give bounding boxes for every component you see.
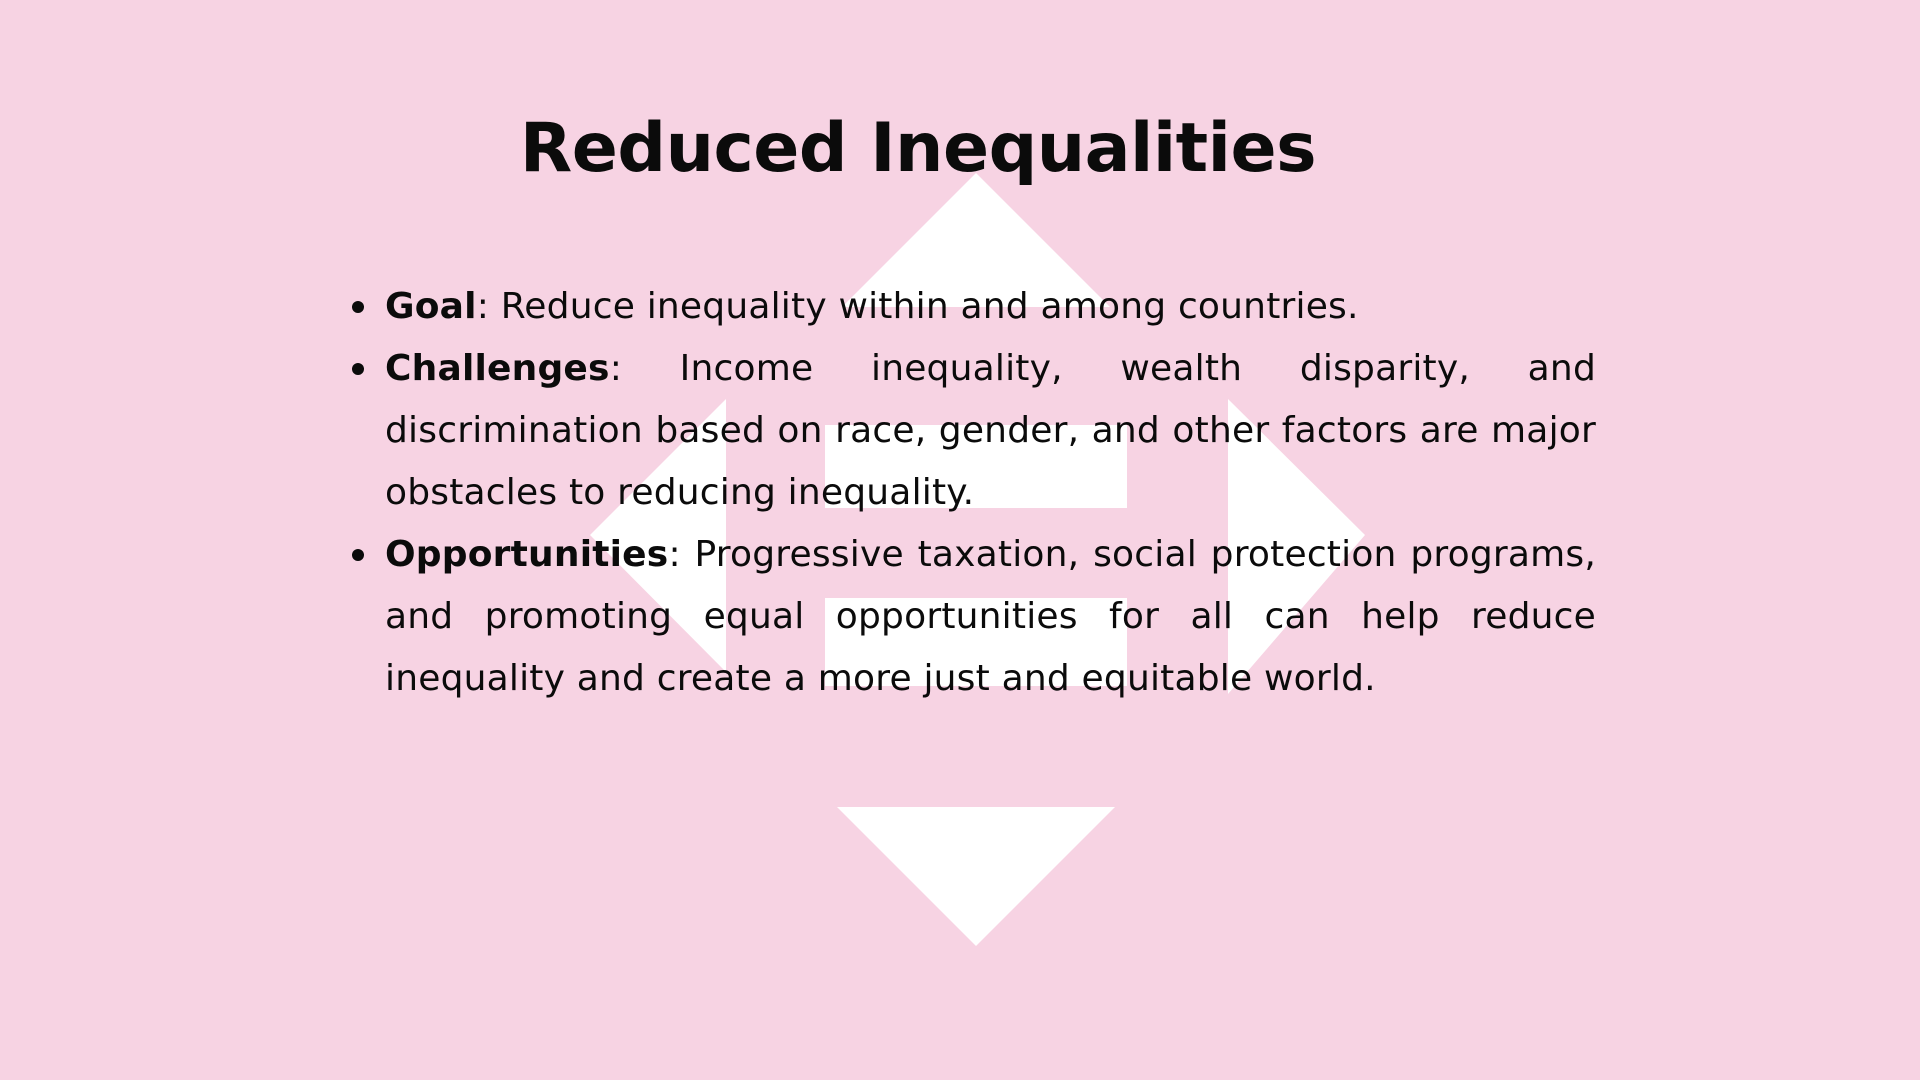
bullet-separator: : <box>668 534 695 575</box>
bullet-challenges: Challenges: Income inequality, wealth di… <box>346 338 1596 524</box>
bullet-dot-icon <box>352 549 364 561</box>
bullet-goal: Goal: Reduce inequality within and among… <box>346 276 1596 338</box>
bullet-dot-icon <box>352 363 364 375</box>
bullet-term: Opportunities <box>385 534 669 575</box>
bullet-text: Reduce inequality within and among count… <box>500 286 1359 327</box>
bullet-separator: : <box>476 286 501 327</box>
equals-bar-bottom-icon <box>825 598 1127 686</box>
bullet-term: Challenges <box>385 348 610 389</box>
equals-bar-top-icon <box>825 425 1127 508</box>
arrow-right-icon <box>1228 399 1365 694</box>
bullet-text: Income inequality, wealth disparity, and… <box>385 348 1596 513</box>
bullet-opportunities: Opportunities: Progressive taxation, soc… <box>346 524 1596 710</box>
bullet-separator: : <box>609 348 680 389</box>
bullet-list: Goal: Reduce inequality within and among… <box>346 276 1596 710</box>
bullet-text: Progressive taxation, social protection … <box>385 534 1596 699</box>
bullet-dot-icon <box>352 301 364 313</box>
arrow-down-icon <box>837 807 1115 946</box>
arrow-up-icon <box>842 173 1110 307</box>
slide-title: Reduced Inequalities <box>519 109 1317 188</box>
arrow-left-icon <box>590 399 726 672</box>
bullet-term: Goal <box>385 286 477 327</box>
